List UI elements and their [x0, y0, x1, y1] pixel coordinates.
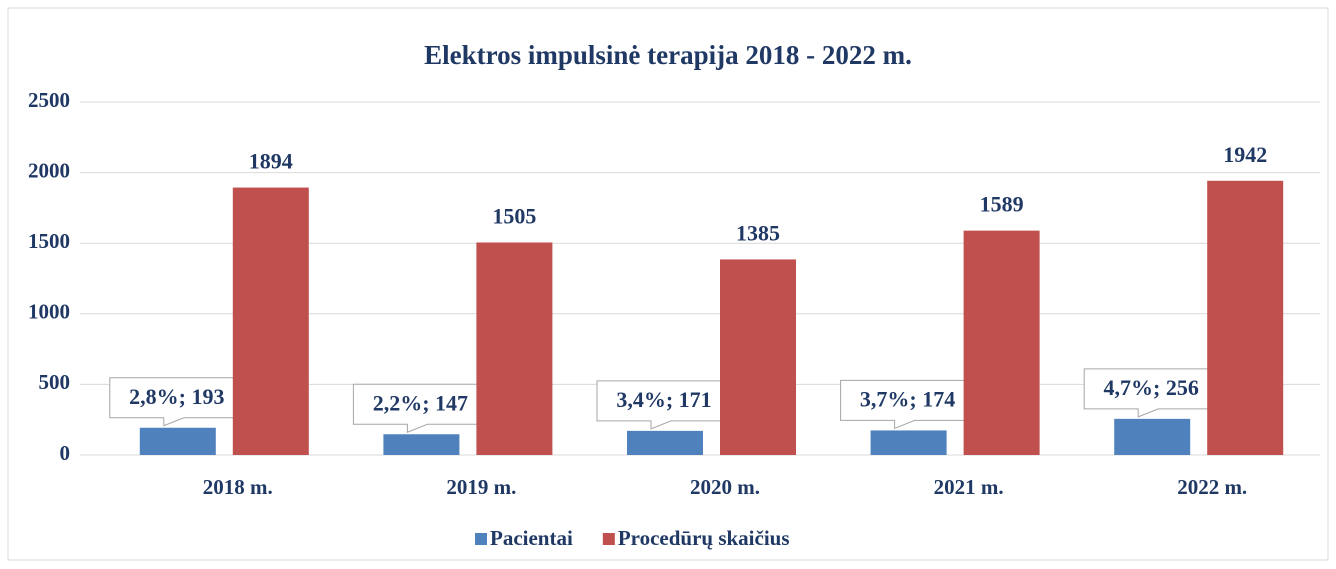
bar — [383, 434, 460, 455]
legend-label: Pacientai — [490, 526, 573, 550]
y-tick-label: 2000 — [28, 158, 70, 182]
chart-title: Elektros impulsinė terapija 2018 - 2022 … — [424, 40, 912, 70]
legend-label: Procedūrų skaičius — [618, 526, 790, 550]
legend-swatch — [602, 533, 615, 545]
y-tick-label: 500 — [39, 370, 71, 394]
value-label: 2,2%; 147 — [373, 390, 468, 415]
x-tick-label: 2019 m. — [446, 475, 516, 499]
value-label: 1942 — [1223, 142, 1267, 167]
bar — [232, 187, 309, 455]
bar — [627, 430, 703, 455]
bar — [963, 230, 1040, 455]
bar — [720, 259, 796, 455]
value-label: 1385 — [736, 220, 780, 245]
value-label: 2,8%; 193 — [129, 384, 224, 409]
bar — [1114, 418, 1191, 455]
bar — [1207, 180, 1284, 455]
value-label: 1894 — [249, 149, 293, 174]
y-tick-label: 2500 — [28, 88, 70, 112]
x-tick-label: 2020 m. — [690, 475, 760, 499]
x-tick-label: 2022 m. — [1177, 475, 1247, 499]
value-label: 3,4%; 171 — [616, 387, 711, 412]
y-tick-label: 1500 — [28, 229, 70, 253]
bar — [476, 242, 553, 455]
value-label: 4,7%; 256 — [1104, 375, 1199, 400]
chart-border — [7, 7, 1329, 561]
bar — [870, 430, 947, 455]
legend-swatch — [475, 533, 487, 545]
bar — [139, 427, 216, 455]
x-tick-label: 2018 m. — [203, 475, 273, 499]
y-tick-label: 0 — [60, 441, 71, 465]
x-tick-label: 2021 m. — [934, 475, 1004, 499]
value-label: 1589 — [980, 192, 1024, 217]
value-label: 3,7%; 174 — [860, 386, 955, 411]
y-tick-label: 1000 — [28, 300, 70, 324]
value-label: 1505 — [492, 204, 536, 229]
